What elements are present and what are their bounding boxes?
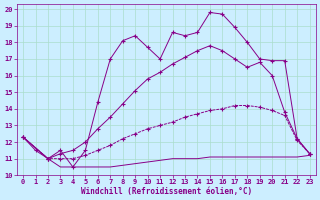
X-axis label: Windchill (Refroidissement éolien,°C): Windchill (Refroidissement éolien,°C) [81,187,252,196]
